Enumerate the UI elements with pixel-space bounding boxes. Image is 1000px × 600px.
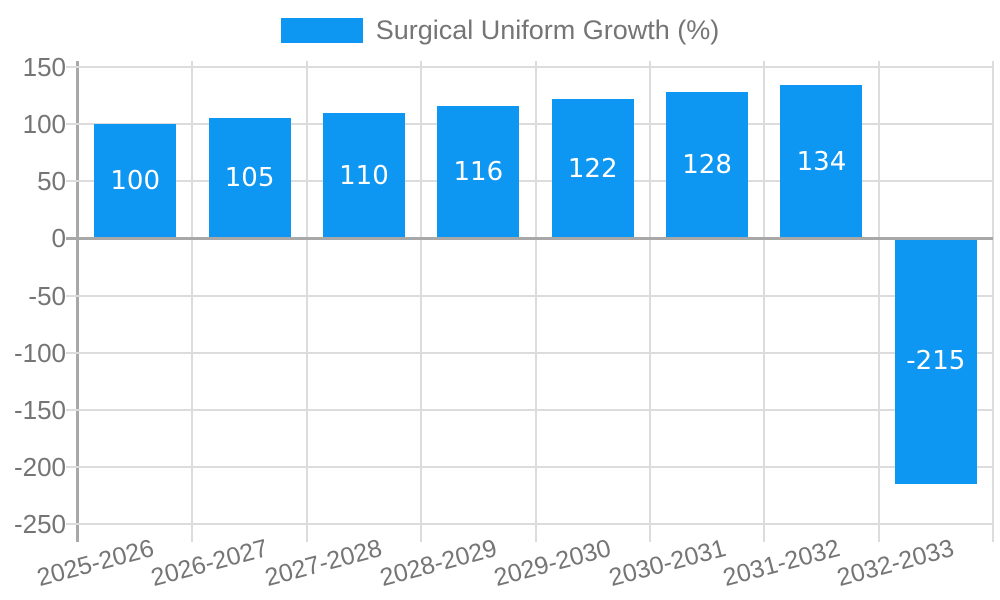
y-axis-tick-label: 0 [51,223,66,254]
x-axis-tick-label: 2027-2028 [262,534,386,592]
bar[interactable] [551,98,634,239]
zero-baseline [66,236,993,240]
legend-label: Surgical Uniform Growth (%) [375,15,720,45]
vertical-gridline [877,61,880,542]
horizontal-gridline [66,465,993,468]
bar[interactable] [666,92,749,239]
bar[interactable] [894,238,977,484]
vertical-gridline [534,61,537,542]
horizontal-gridline [66,180,993,183]
bar-value-label: 116 [453,157,504,188]
y-axis-tick-label: -250 [13,509,66,539]
y-axis-tick-label: -150 [13,394,66,425]
x-axis-tick-label: 2030-2031 [605,534,729,592]
x-axis-tick-label: 2025-2026 [33,534,157,592]
x-axis-tick-label: 2026-2027 [148,534,271,592]
legend: Surgical Uniform Growth (%) [0,17,1000,44]
horizontal-gridline [66,408,993,411]
bar[interactable] [322,112,405,239]
bar[interactable] [208,118,291,239]
horizontal-gridline [66,523,993,525]
legend-swatch [280,18,363,43]
bar[interactable] [94,124,177,239]
bar-value-label: -215 [906,346,966,377]
x-axis-tick-label: 2032-2033 [834,534,958,592]
bar-value-label: 134 [796,146,847,177]
x-axis-tick-label: 2028-2029 [376,534,500,592]
horizontal-gridline [66,123,993,126]
vertical-gridline [420,61,423,542]
vertical-gridline [305,61,308,542]
horizontal-gridline [66,294,993,297]
bar[interactable] [780,85,863,239]
y-axis-tick-label: 50 [37,166,66,197]
x-axis-tick-label: 2031-2032 [719,534,843,592]
bar-value-label: 100 [110,166,161,197]
bar-value-label: 105 [224,163,275,194]
vertical-gridline [648,61,651,542]
y-axis-tick-label: -100 [13,337,66,368]
bar-value-label: 110 [339,160,389,191]
horizontal-gridline [66,351,993,354]
bar[interactable] [437,105,520,239]
bar-value-label: 128 [682,150,732,181]
bar-value-label: 122 [567,153,618,184]
x-axis-tick-label: 2029-2030 [491,534,614,592]
vertical-gridline [191,61,194,542]
y-axis-line [76,61,79,542]
y-axis-tick-label: -200 [13,451,66,482]
y-axis-tick-label: 100 [22,109,66,140]
vertical-gridline [992,61,994,542]
vertical-gridline [763,61,766,542]
y-axis-tick-label: 150 [22,52,66,82]
horizontal-gridline [66,66,993,68]
y-axis-tick-label: -50 [28,280,66,311]
